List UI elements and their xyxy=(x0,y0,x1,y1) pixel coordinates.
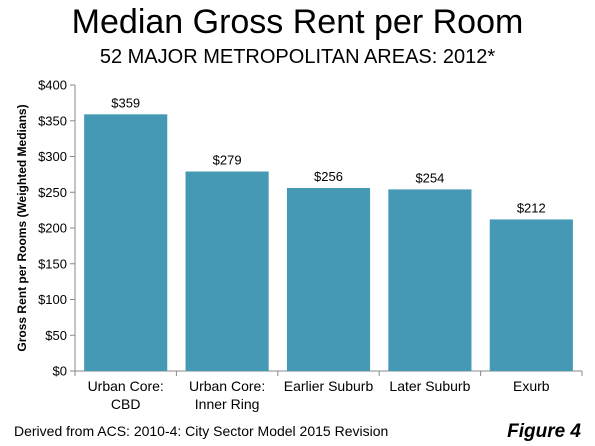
source-footnote: Derived from ACS: 2010-4: City Sector Mo… xyxy=(14,423,389,439)
bar-value-label: $254 xyxy=(415,170,444,185)
bar-value-label: $279 xyxy=(213,153,242,168)
bar xyxy=(286,187,371,371)
y-tick-label: $350 xyxy=(38,113,67,128)
x-tick-label: Earlier Suburb xyxy=(284,378,374,394)
y-tick-label: $100 xyxy=(38,292,67,307)
x-tick-label: Inner Ring xyxy=(195,396,260,412)
chart-subtitle: 52 MAJOR METROPOLITAN AREAS: 2012* xyxy=(99,46,496,68)
bar-chart: Gross Rent per Rooms (Weighted Medians) … xyxy=(15,78,583,412)
y-tick-label: $200 xyxy=(38,221,67,236)
y-tick-label: $150 xyxy=(38,256,67,271)
bar xyxy=(489,219,573,371)
bar-value-label: $212 xyxy=(517,200,546,215)
bar xyxy=(388,189,472,371)
y-tick-label: $250 xyxy=(38,185,67,200)
bar-value-label: $359 xyxy=(111,95,140,110)
figure-label: Figure 4 xyxy=(507,421,581,442)
bar xyxy=(185,171,269,371)
y-tick-label: $400 xyxy=(38,78,67,93)
x-tick-label: Urban Core: xyxy=(189,378,265,394)
x-tick-label: CBD xyxy=(111,396,141,412)
y-axis-title: Gross Rent per Rooms (Weighted Medians) xyxy=(15,104,29,351)
y-tick-label: $0 xyxy=(53,364,67,379)
y-tick-label: $300 xyxy=(38,149,67,164)
y-tick-label: $50 xyxy=(45,328,67,343)
x-tick-label: Exurb xyxy=(513,378,550,394)
x-tick-label: Urban Core: xyxy=(88,378,164,394)
x-tick-label: Later Suburb xyxy=(389,378,470,394)
chart-title: Median Gross Rent per Room xyxy=(71,3,524,41)
bar xyxy=(84,114,168,371)
bar-value-label: $256 xyxy=(314,169,343,184)
